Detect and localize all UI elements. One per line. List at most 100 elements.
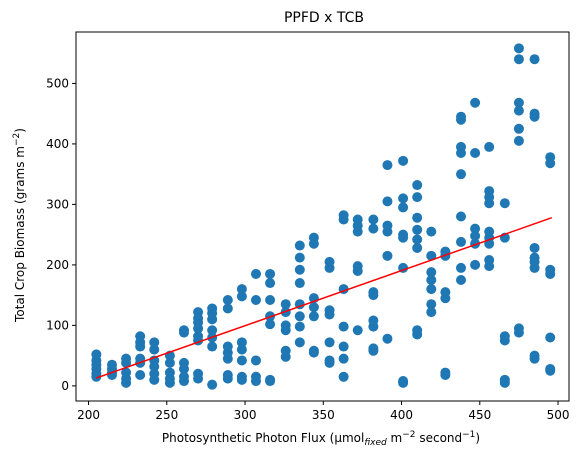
data-point — [412, 224, 423, 235]
data-point — [338, 341, 349, 352]
y-tick-label: 500 — [46, 76, 69, 90]
data-point — [529, 54, 540, 65]
data-point — [352, 325, 363, 336]
y-axis-label: Total Crop Biomass (grams m−2) — [12, 128, 27, 323]
chart-title: PPFD x TCB — [284, 10, 364, 26]
data-point — [280, 299, 291, 310]
data-point — [308, 232, 319, 243]
data-point — [412, 192, 423, 203]
data-point — [499, 374, 510, 385]
data-point — [265, 319, 276, 330]
data-point — [412, 242, 423, 253]
data-point — [470, 147, 481, 158]
data-point — [529, 108, 540, 119]
data-point — [545, 152, 556, 163]
y-tick-label: 0 — [61, 379, 69, 393]
data-point — [382, 196, 393, 207]
data-point — [308, 345, 319, 356]
data-point — [513, 135, 524, 146]
data-point — [265, 278, 276, 289]
data-point — [456, 141, 467, 152]
data-point — [324, 256, 335, 267]
data-point — [398, 229, 409, 240]
data-point — [456, 211, 467, 222]
data-point — [484, 141, 495, 152]
data-point — [294, 321, 305, 332]
data-point — [338, 321, 349, 332]
data-point — [513, 105, 524, 116]
data-point — [164, 357, 175, 368]
data-point — [324, 355, 335, 366]
x-tick-label: 450 — [468, 408, 491, 422]
data-point — [382, 220, 393, 231]
data-point — [338, 210, 349, 221]
data-point — [236, 291, 247, 302]
data-point — [398, 376, 409, 387]
data-point — [236, 371, 247, 382]
data-point — [426, 226, 437, 237]
y-tick-label: 200 — [46, 258, 69, 272]
data-point — [368, 343, 379, 354]
data-point — [426, 299, 437, 310]
data-point — [338, 353, 349, 364]
x-tick-label: 400 — [390, 408, 413, 422]
data-point — [513, 43, 524, 54]
data-point — [207, 341, 218, 352]
data-point — [513, 54, 524, 65]
data-point — [456, 262, 467, 273]
data-point — [545, 332, 556, 343]
data-point — [280, 320, 291, 331]
x-axis-ticks: 200 250 300 350 400 450 500 — [77, 401, 569, 422]
data-point — [294, 240, 305, 251]
data-point — [193, 307, 204, 318]
data-point — [513, 123, 524, 134]
y-tick-label: 400 — [46, 137, 69, 151]
data-point — [294, 252, 305, 263]
data-point — [236, 337, 247, 348]
data-point — [529, 242, 540, 253]
data-point — [121, 353, 132, 364]
data-point — [470, 230, 481, 241]
data-point — [426, 275, 437, 286]
plot-frame — [75, 31, 570, 402]
data-point — [470, 97, 481, 108]
data-points — [91, 43, 556, 390]
data-point — [178, 325, 189, 336]
data-point — [412, 325, 423, 336]
data-point — [456, 111, 467, 122]
data-point — [440, 367, 451, 378]
data-point — [545, 363, 556, 374]
data-point — [164, 367, 175, 378]
data-point — [236, 284, 247, 295]
data-point — [91, 349, 102, 360]
data-point — [250, 355, 261, 366]
trend-line-layer — [96, 217, 553, 379]
data-point — [412, 212, 423, 223]
x-tick-label: 500 — [547, 408, 570, 422]
data-point — [352, 261, 363, 272]
data-point — [178, 371, 189, 382]
data-point — [106, 359, 117, 370]
data-point — [456, 275, 467, 286]
data-point — [426, 307, 437, 318]
data-point — [250, 268, 261, 279]
data-point — [513, 97, 524, 108]
data-point — [440, 287, 451, 298]
data-point — [368, 287, 379, 298]
data-point — [135, 369, 146, 380]
data-point — [352, 214, 363, 225]
data-point — [426, 267, 437, 278]
data-point — [294, 337, 305, 348]
data-point — [338, 371, 349, 382]
data-point — [236, 344, 247, 355]
data-point — [250, 371, 261, 382]
x-tick-label: 200 — [77, 408, 100, 422]
data-point — [513, 323, 524, 334]
data-point — [294, 278, 305, 289]
data-point — [280, 345, 291, 356]
y-axis-ticks: 0 100 200 300 400 500 — [46, 76, 76, 393]
data-point — [484, 255, 495, 266]
data-point — [149, 368, 160, 379]
data-point — [470, 223, 481, 234]
data-point — [470, 259, 481, 270]
